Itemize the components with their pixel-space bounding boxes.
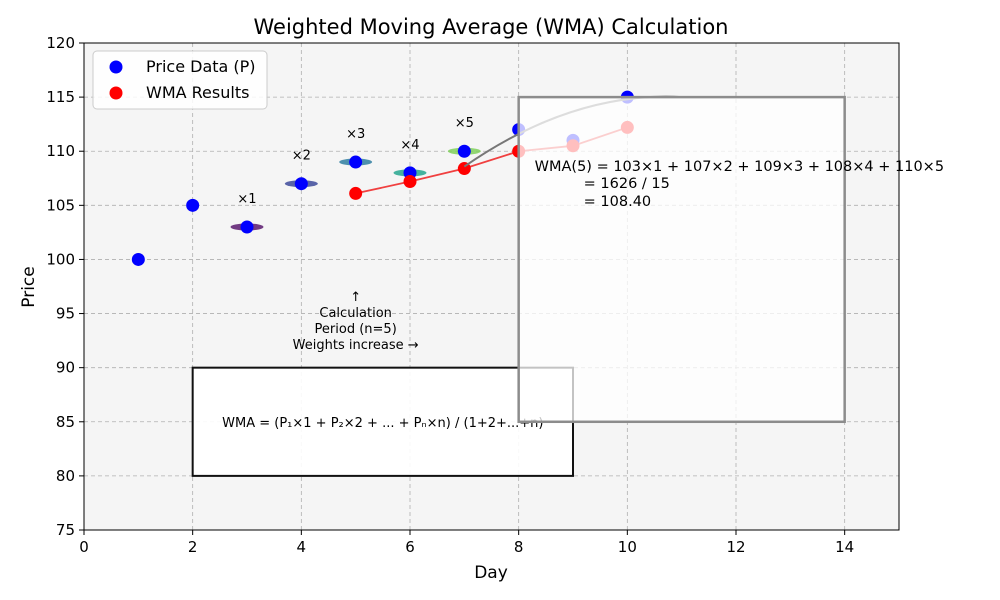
y-tick-label: 120 (46, 34, 75, 52)
price-point (349, 155, 363, 169)
y-tick-label: 85 (56, 413, 75, 431)
x-tick-label: 6 (405, 538, 415, 556)
window-annotation-line: Period (n=5) (315, 322, 397, 337)
x-tick-label: 8 (514, 538, 524, 556)
y-tick-label: 100 (46, 250, 75, 268)
weight-label: ×3 (346, 127, 365, 142)
example-box (517, 95, 846, 424)
tick-layer: 0 2 4 6 8 10 12 14 75 80 85 90 95 100 105 110 115 120 (46, 34, 854, 556)
window-annotation-line: Calculation (319, 306, 392, 321)
x-tick-label: 2 (188, 538, 198, 556)
y-tick-label: 80 (56, 467, 75, 485)
wma-point (349, 186, 363, 200)
x-tick-label: 14 (835, 538, 854, 556)
price-point (457, 144, 471, 158)
x-tick-label: 4 (297, 538, 307, 556)
y-tick-label: 105 (46, 196, 75, 214)
y-tick-label: 110 (46, 142, 75, 160)
weight-label: ×5 (455, 116, 474, 131)
weight-label: ×1 (237, 192, 256, 207)
formula-text: WMA = (P₁×1 + P₂×2 + ... + Pₙ×n) / (1+2+… (222, 416, 543, 431)
price-point (294, 177, 308, 191)
x-tick-label: 12 (726, 538, 745, 556)
y-tick-label: 115 (46, 88, 75, 106)
window-annotation-line: ↑ (350, 290, 361, 305)
example-line: WMA(5) = 103×1 + 107×2 + 109×3 + 108×4 +… (535, 159, 944, 175)
y-tick-label: 90 (56, 359, 75, 377)
y-tick-label: 75 (56, 521, 75, 539)
x-axis-label: Day (474, 563, 508, 583)
legend-marker (109, 60, 123, 74)
legend-label: WMA Results (146, 83, 249, 102)
price-point (186, 198, 200, 212)
example-line: = 108.40 (584, 194, 652, 210)
price-point (240, 220, 254, 234)
example-line: = 1626 / 15 (584, 176, 670, 192)
legend-label: Price Data (P) (146, 57, 256, 76)
weight-label: ×4 (400, 138, 419, 153)
legend: Price Data (P) WMA Results (92, 50, 268, 110)
wma-point (403, 175, 417, 189)
x-tick-label: 10 (618, 538, 637, 556)
box-layer: WMA = (P₁×1 + P₂×2 + ... + Pₙ×n) / (1+2+… (191, 95, 944, 477)
price-point (131, 252, 145, 266)
y-axis-label: Price (19, 266, 39, 307)
formula-box (191, 366, 575, 477)
weight-label: ×2 (292, 149, 311, 164)
plot-frame (83, 42, 900, 531)
x-tick-label: 0 (79, 538, 89, 556)
legend-box (92, 50, 268, 110)
legend-marker (109, 86, 123, 100)
window-annotation-line: Weights increase → (293, 338, 419, 353)
y-tick-label: 95 (56, 305, 75, 323)
chart-title: Weighted Moving Average (WMA) Calculatio… (253, 15, 728, 39)
